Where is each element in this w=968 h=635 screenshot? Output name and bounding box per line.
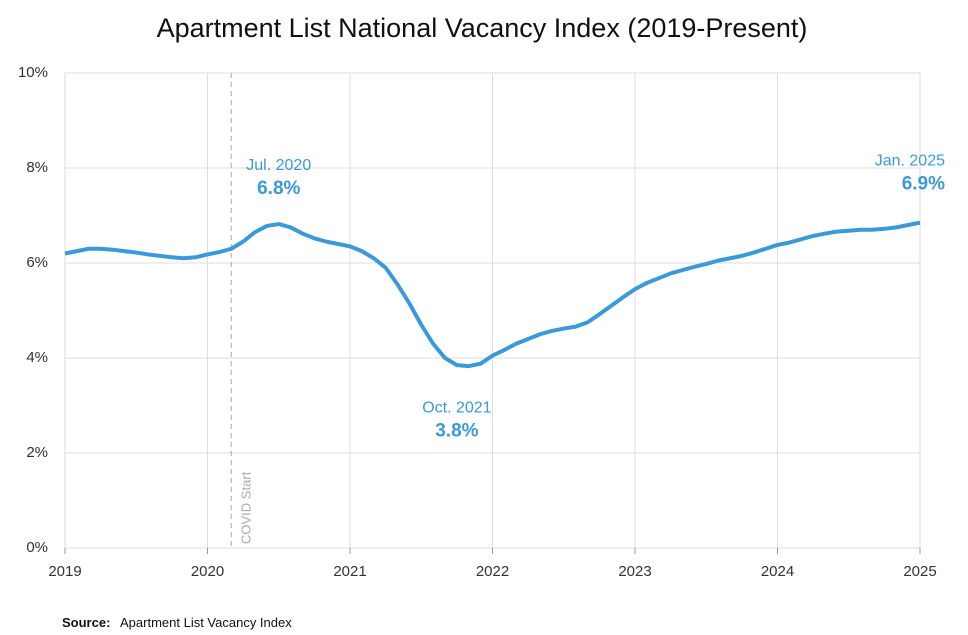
annotation-value: 6.9% [902,173,945,194]
y-tick-label: 8% [26,159,48,176]
x-tick-label: 2025 [903,563,936,580]
x-tick-label: 2024 [761,563,794,580]
x-tick-label: 2020 [191,563,224,580]
y-tick-label: 0% [26,539,48,556]
source: Apartment List Vacancy Index [120,615,292,630]
x-tick-label: 2019 [48,563,81,580]
x-tick-label: 2023 [618,563,651,580]
event-label: COVID Start [238,471,253,544]
chart-title: Apartment List National Vacancy Index (2… [157,13,808,43]
annotation-date: Oct. 2021 [422,400,491,417]
y-tick-label: 2% [26,444,48,461]
annotation-date: Jul. 2020 [246,157,311,174]
annotation-value: 6.8% [257,178,300,199]
series-line [64,220,921,369]
y-tick-label: 6% [26,254,48,271]
y-tick-label: 4% [26,349,48,366]
source-label: Source: [62,615,110,630]
y-tick-label: 10% [18,64,48,81]
annotation-value: 3.8% [435,421,478,442]
x-tick-label: 2021 [333,563,366,580]
x-tick-label: 2022 [476,563,509,580]
annotation-date: Jan. 2025 [875,152,945,169]
